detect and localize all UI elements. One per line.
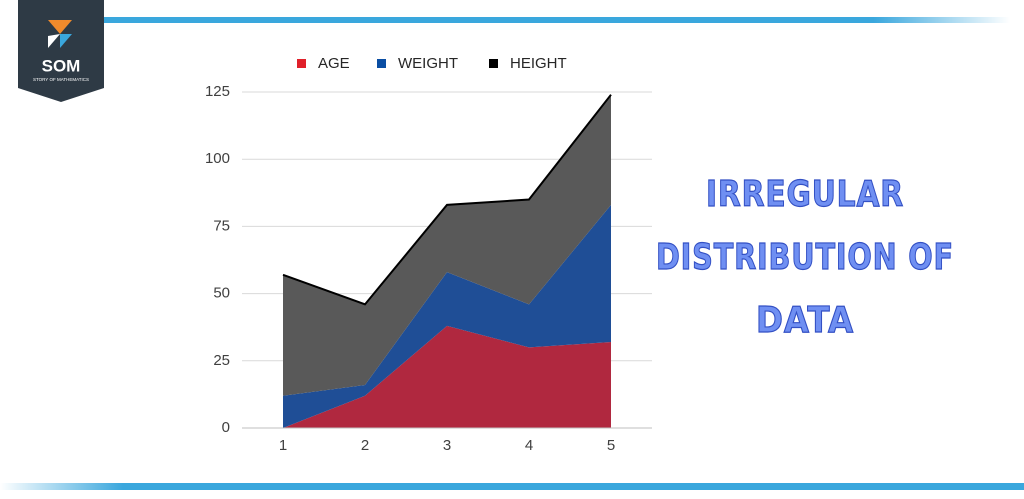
area-top-line [282,94,612,306]
x-tick-label: 5 [607,437,615,454]
logo-subtitle: STORY OF MATHEMATICS [33,77,89,82]
legend-swatch [297,59,306,68]
y-tick-label: 25 [213,352,230,369]
legend-label: HEIGHT [510,55,567,72]
legend-label: WEIGHT [398,55,458,72]
y-tick-label: 100 [205,150,230,167]
x-tick-label: 4 [525,437,533,454]
y-tick-label: 0 [222,419,230,436]
logo-text: SOM [42,56,81,75]
legend-swatch [489,59,498,68]
area [283,204,611,428]
legend-label: AGE [318,55,350,72]
x-tick-label: 1 [279,437,287,454]
bottom-bar [0,483,1024,490]
y-tick-label: 75 [213,217,230,234]
area [283,94,611,396]
heading-line: DATA [756,300,854,341]
x-tick-label: 2 [361,437,369,454]
top-bar [100,17,1010,23]
area [283,325,611,428]
legend-swatch [377,59,386,68]
y-tick-label: 125 [205,83,230,100]
logo: SOM STORY OF MATHEMATICS [18,0,104,102]
y-tick-label: 50 [213,285,230,302]
heading-line: IRREGULAR [706,174,904,215]
x-tick-label: 3 [443,437,451,454]
heading-line: DISTRIBUTION OF [656,237,954,278]
